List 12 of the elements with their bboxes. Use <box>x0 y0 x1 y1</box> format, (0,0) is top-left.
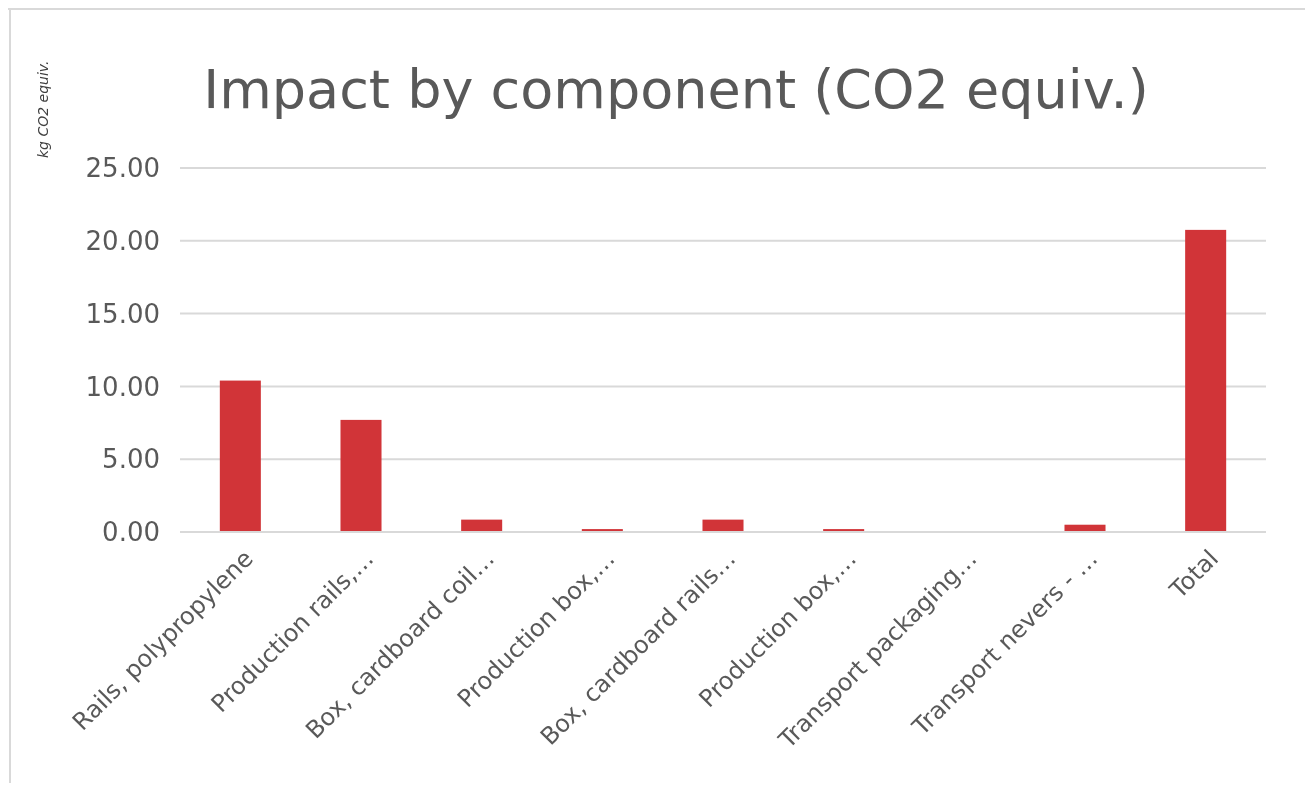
y-tick-label: 20.00 <box>85 225 160 256</box>
y-tick-label: 5.00 <box>102 444 160 475</box>
y-tick-label: 10.00 <box>85 371 160 402</box>
y-tick-label: 15.00 <box>85 298 160 329</box>
y-tick-label: 0.00 <box>102 517 160 548</box>
chart-title: Impact by component (CO2 equiv.) <box>203 58 1149 121</box>
bar <box>219 380 261 532</box>
bar <box>702 519 744 532</box>
y-axis-title: kg CO2 equiv. <box>35 60 51 158</box>
bar <box>1185 229 1227 532</box>
bar <box>340 419 382 532</box>
y-tick-label: 25.00 <box>85 153 160 184</box>
